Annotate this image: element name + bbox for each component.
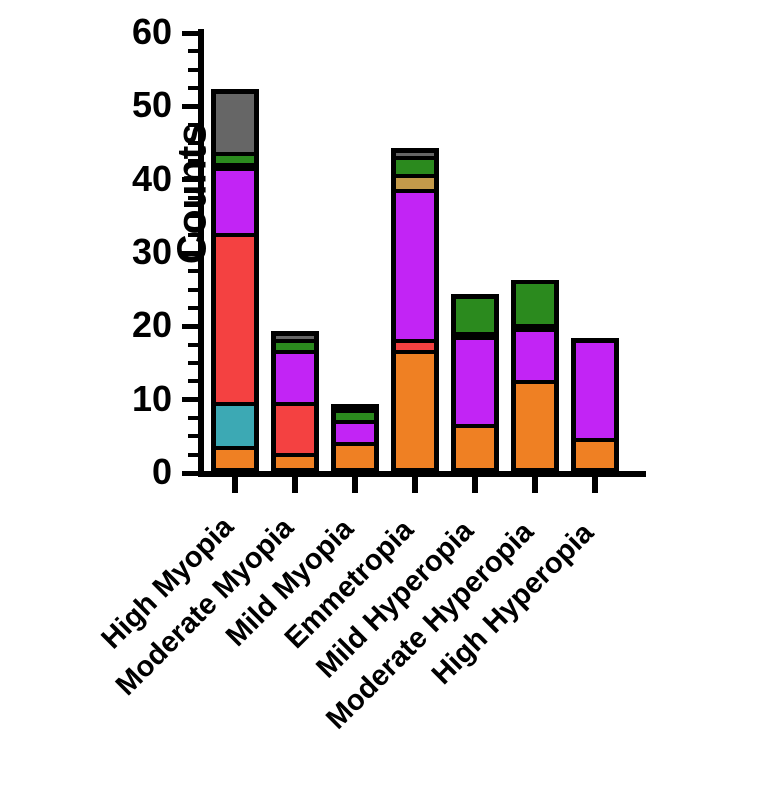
- segment-magenta: [216, 171, 254, 238]
- segment-red: [276, 405, 314, 457]
- bar-emmetropia[interactable]: [391, 147, 439, 473]
- segment-gray: [396, 152, 434, 161]
- y-axis-line: [198, 29, 204, 477]
- segment-orange: [216, 449, 254, 468]
- y-tick-major: [182, 103, 199, 109]
- x-tick: [532, 477, 538, 493]
- y-tick-minor: [188, 159, 199, 164]
- segment-teal: [216, 405, 254, 450]
- y-tick-label: 30: [131, 231, 172, 272]
- stacked-bar-chart: Counts 0 10 20 30 40 50 60 High Myopia Moderate…: [95, 11, 646, 736]
- x-tick: [472, 477, 478, 493]
- segment-magenta: [516, 332, 554, 384]
- y-tick-major: [182, 177, 199, 183]
- segment-tan: [456, 335, 494, 340]
- segment-green: [516, 284, 554, 329]
- y-tick-major: [182, 30, 199, 36]
- segment-green: [276, 343, 314, 355]
- y-tick-minor: [188, 214, 199, 219]
- y-tick-major: [182, 250, 199, 256]
- segment-orange: [576, 442, 614, 468]
- y-tick-major: [182, 397, 199, 403]
- y-tick-label: 10: [131, 377, 172, 419]
- y-tick-minor: [188, 452, 199, 457]
- y-tick-minor: [188, 416, 199, 420]
- y-tick-minor: [188, 342, 199, 347]
- bar-moderate-hyperopia[interactable]: [511, 279, 559, 473]
- y-tick-minor: [188, 361, 199, 365]
- y-tick-label: 0: [151, 451, 172, 492]
- x-tick: [232, 477, 238, 493]
- y-tick-minor: [188, 49, 199, 54]
- segment-magenta: [456, 339, 494, 428]
- segment-magenta: [336, 424, 374, 446]
- segment-tan: [516, 328, 554, 333]
- segment-green: [336, 413, 374, 424]
- y-tick-label: 50: [131, 84, 172, 126]
- segment-gray: [336, 409, 374, 413]
- y-tick-label: 60: [131, 11, 172, 52]
- y-tick-label: 40: [131, 157, 172, 199]
- y-tick-minor: [188, 269, 199, 274]
- segment-magenta: [276, 354, 314, 406]
- segment-orange: [396, 354, 434, 468]
- y-tick-minor: [188, 141, 199, 145]
- bar-mild-hyperopia[interactable]: [451, 294, 499, 473]
- y-tick-minor: [188, 67, 199, 72]
- segment-orange: [456, 427, 494, 468]
- segment-green: [216, 156, 254, 168]
- segment-red: [216, 237, 254, 406]
- bar-mild-myopia[interactable]: [331, 404, 379, 473]
- x-tick: [592, 477, 598, 493]
- segment-tan: [216, 167, 254, 172]
- segment-green: [396, 160, 434, 179]
- y-tick-minor: [188, 287, 199, 292]
- segment-red: [396, 343, 434, 355]
- x-tick: [412, 477, 418, 493]
- segment-magenta: [396, 193, 434, 344]
- bar-moderate-myopia[interactable]: [271, 331, 319, 473]
- y-tick-major: [182, 323, 199, 329]
- y-tick-major: [182, 470, 199, 476]
- segment-gray: [216, 93, 254, 157]
- y-tick-minor: [188, 306, 199, 310]
- y-tick-label: 20: [131, 304, 172, 346]
- segment-tan: [396, 178, 434, 194]
- bar-high-myopia[interactable]: [211, 89, 259, 473]
- segment-gray: [276, 336, 314, 344]
- x-axis-line: [198, 471, 646, 477]
- y-tick-minor: [188, 379, 199, 384]
- segment-green: [456, 299, 494, 336]
- segment-magenta: [576, 343, 614, 443]
- x-tick: [352, 477, 358, 493]
- y-tick-minor: [188, 232, 199, 237]
- y-tick-minor: [188, 86, 199, 90]
- y-tick-minor: [188, 122, 199, 127]
- bar-high-hyperopia[interactable]: [571, 338, 619, 473]
- x-tick: [292, 477, 298, 493]
- y-tick-minor: [188, 196, 199, 200]
- y-tick-minor: [188, 434, 199, 439]
- segment-orange: [276, 457, 314, 468]
- segment-orange: [516, 383, 554, 468]
- segment-orange: [336, 446, 374, 468]
